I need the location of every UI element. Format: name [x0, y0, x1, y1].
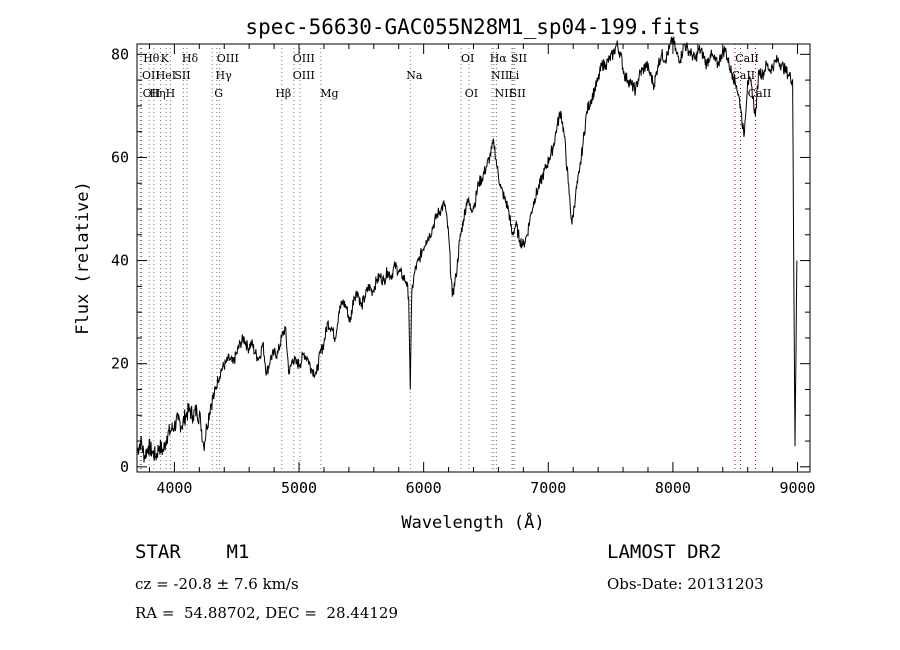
- line-label: G: [214, 87, 223, 100]
- line-label: NII: [491, 69, 509, 82]
- y-tick-label: 0: [120, 458, 129, 476]
- line-label: CaII: [735, 52, 759, 65]
- subclass-label: M1: [226, 541, 250, 563]
- line-label: Hη: [149, 87, 165, 100]
- line-label: Hδ: [182, 52, 199, 65]
- line-label: Hθ: [143, 52, 160, 65]
- x-axis-label: Wavelength (Å): [401, 511, 544, 533]
- line-label: SII: [174, 69, 190, 82]
- spectral-line-markers: [139, 44, 756, 472]
- line-label: SII: [511, 52, 527, 65]
- object-class: STAR M1: [135, 541, 249, 563]
- x-tick-label: 4000: [156, 479, 192, 497]
- class-label: STAR: [135, 541, 181, 563]
- line-label: K: [161, 52, 170, 65]
- y-axis-label: Flux (relative): [73, 181, 93, 335]
- x-tick-label: 8000: [655, 479, 691, 497]
- line-label: Li: [508, 69, 519, 82]
- line-label: OIII: [293, 52, 315, 65]
- chart-title: spec-56630-GAC055N28M1_sp04-199.fits: [245, 15, 700, 39]
- line-label: H: [166, 87, 176, 100]
- line-label: Mg: [320, 87, 338, 100]
- y-tick-label: 80: [111, 45, 129, 63]
- line-label: OIII: [293, 69, 315, 82]
- line-label: HeI: [156, 69, 176, 82]
- x-axis-ticks: 4000 5000 6000 7000 8000 9000: [148, 44, 816, 497]
- y-tick-label: 40: [111, 252, 129, 270]
- x-tick-label: 9000: [779, 479, 815, 497]
- line-label: OIII: [217, 52, 239, 65]
- x-tick-label: 7000: [530, 479, 566, 497]
- spectrum-line: [136, 36, 798, 463]
- line-label: CaII: [748, 87, 772, 100]
- line-label: Na: [406, 69, 423, 82]
- plot-frame: [136, 43, 811, 473]
- x-tick-label: 6000: [406, 479, 442, 497]
- y-axis-ticks: 0 20 40 60 80: [111, 45, 810, 476]
- line-label: OI: [465, 87, 478, 100]
- survey-label: LAMOST DR2: [607, 541, 722, 563]
- line-label: SII: [510, 87, 526, 100]
- y-tick-label: 20: [111, 355, 129, 373]
- line-label: OII: [143, 87, 161, 100]
- line-label: Hγ: [216, 69, 233, 82]
- line-label: OI: [461, 52, 474, 65]
- line-label: Hα: [490, 52, 508, 65]
- y-tick-label: 60: [111, 148, 129, 166]
- coordinates: RA = 54.88702, DEC = 28.44129: [135, 604, 399, 622]
- line-label: Hβ: [275, 87, 291, 100]
- line-label: OII: [142, 69, 160, 82]
- redshift-value: cz = -20.8 ± 7.6 km/s: [135, 575, 299, 593]
- line-label: NII: [495, 87, 513, 100]
- x-tick-label: 5000: [281, 479, 317, 497]
- obs-date: Obs-Date: 20131203: [607, 575, 764, 593]
